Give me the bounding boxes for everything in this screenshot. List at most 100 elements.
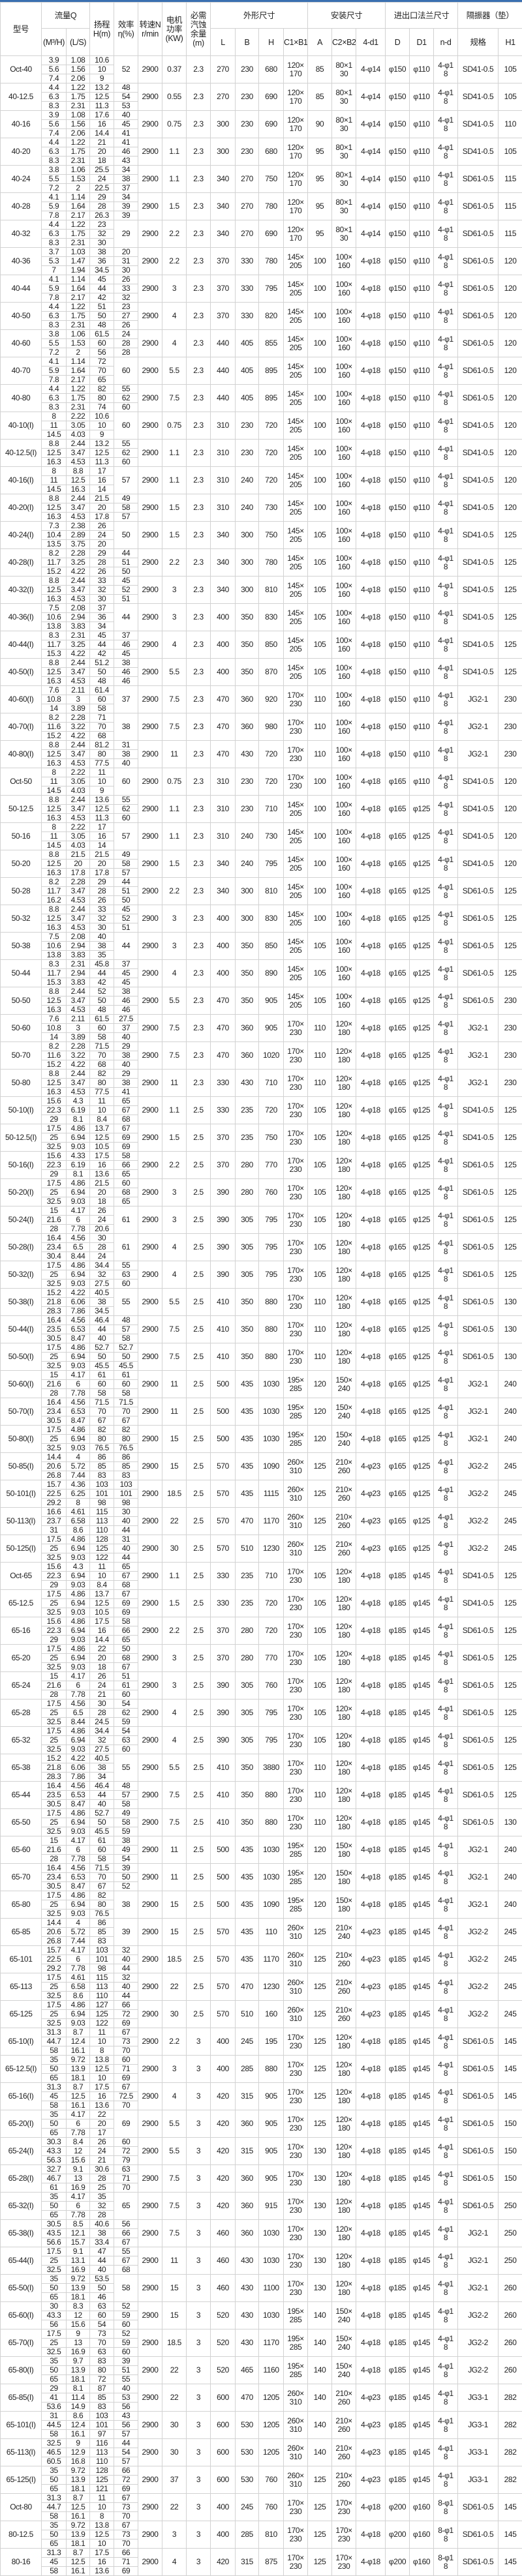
cell-npsh: 2.3 (187, 440, 211, 467)
cell-C2B2: 170×230 (332, 2494, 356, 2521)
cell-flow-ls: 7.78 (67, 2211, 90, 2220)
cell-flow-ls: 6.94 (67, 1654, 90, 1663)
cell-flow-ls: 3.05 (67, 832, 90, 841)
cell-C1B1: 145×205 (284, 357, 308, 385)
cell-head: 11.3 (90, 814, 114, 823)
cell-npsh: 2.3 (187, 577, 211, 604)
cell-L: 340 (211, 577, 236, 604)
cell-C1B1: 170×230 (284, 1343, 308, 1371)
cell-flow-m3h: 16.3 (42, 458, 67, 467)
cell-D1: φ145 (410, 2220, 434, 2247)
cell-power: 30 (162, 2412, 187, 2439)
cell-flow-ls: 6.94 (67, 1736, 90, 1745)
cell-speed: 2900 (138, 1453, 162, 1480)
cell-spec: SD41-0.5 (458, 577, 499, 604)
cell-L: 410 (211, 1343, 236, 1371)
cell-D1: φ125 (410, 1179, 434, 1206)
cell-npsh: 2.3 (187, 412, 211, 440)
cell-B: 350 (236, 604, 259, 631)
cell-flow-ls: 4.61 (67, 1508, 90, 1517)
cell-D1: φ110 (410, 56, 434, 83)
cell-A: 100 (308, 823, 332, 850)
cell-flow-ls: 7.78 (67, 1855, 90, 1864)
cell-flow-ls: 3.75 (67, 540, 90, 549)
cell-npsh: 2.5 (187, 1152, 211, 1179)
cell-d1: 4-φ18 (356, 2247, 386, 2275)
cell-model: 40-44(I) (1, 631, 42, 659)
cell-D: φ165 (386, 1097, 410, 1124)
cell-efficiency: 56 (114, 2403, 138, 2412)
cell-L: 500 (211, 1836, 236, 1864)
cell-B: 350 (236, 1809, 259, 1836)
cell-head: 45.8 (90, 960, 114, 969)
cell-d1: 4-φ18 (356, 659, 386, 686)
cell-C1B1: 120×170 (284, 83, 308, 111)
cell-head: 40 (90, 933, 114, 942)
cell-H: 680 (259, 56, 284, 83)
cell-head: 8.4 (90, 1581, 114, 1590)
cell-flow-m3h: 25 (42, 1818, 67, 1827)
cell-head: 34.4 (90, 1727, 114, 1736)
cell-flow-ls: 9.03 (67, 1745, 90, 1754)
cell-D: φ150 (386, 713, 410, 741)
cell-flow-m3h: 8.8 (42, 1070, 67, 1079)
cell-efficiency: 103 (114, 1480, 138, 1490)
cell-model: 50-12.5(I) (1, 1124, 42, 1152)
cell-flow-m3h: 17.5 (42, 2001, 67, 2010)
cell-D1: φ145 (410, 1563, 434, 1590)
cell-flow-m3h: 12.5 (42, 914, 67, 923)
cell-flow-m3h: 16.3 (42, 814, 67, 823)
cell-H1: 130 (499, 1316, 522, 1343)
cell-D1: φ110 (410, 412, 434, 440)
cell-speed: 2900 (138, 1042, 162, 1070)
cell-H: 780 (259, 193, 284, 220)
header-flow: 流量Q (42, 3, 90, 29)
cell-A: 110 (308, 1782, 332, 1809)
cell-d1: 4-φ23 (356, 1919, 386, 1946)
cell-flow-m3h: 32.5 (42, 1910, 67, 1919)
cell-efficiency: 34 (114, 193, 138, 202)
cell-head: 83 (90, 2357, 114, 2366)
cell-L: 340 (211, 220, 236, 248)
cell-flow-m3h: 50 (42, 2202, 67, 2211)
cell-flow-m3h: 12.5 (42, 449, 67, 458)
cell-flow-m3h: 35 (42, 2521, 67, 2530)
cell-d1: 4-φ18 (356, 905, 386, 933)
cell-B: 280 (236, 1152, 259, 1179)
cell-power: 7.5 (162, 1809, 187, 1836)
cell-flow-ls: 3.22 (67, 723, 90, 732)
cell-flow-ls: 3.89 (67, 1033, 90, 1042)
cell-spec: SD41-0.5 (458, 522, 499, 549)
cell-H: 830 (259, 905, 284, 933)
cell-spec: JG2-1 (458, 713, 499, 741)
cell-power: 1.1 (162, 1563, 187, 1590)
cell-C1B1: 170×230 (284, 2028, 308, 2056)
cell-D1: φ145 (410, 1919, 434, 1946)
cell-flow-ls: 4.22 (67, 1289, 90, 1298)
cell-efficiency: 54 (114, 1700, 138, 1709)
cell-head: 54 (90, 2320, 114, 2329)
cell-B: 305 (236, 1206, 259, 1234)
cell-efficiency: 60 (114, 2320, 138, 2329)
cell-D1: φ145 (410, 2083, 434, 2110)
cell-D: φ185 (386, 1563, 410, 1590)
cell-efficiency: 65 (114, 1563, 138, 1572)
cell-L: 410 (211, 1289, 236, 1316)
cell-power: 15 (162, 1919, 187, 1946)
cell-flow-m3h: 11.7 (42, 558, 67, 567)
cell-flow-ls: 4.53 (67, 896, 90, 905)
cell-H: 1100 (259, 2275, 284, 2302)
cell-flow-ls: 1.94 (67, 266, 90, 275)
cell-d1: 4-φ18 (356, 1590, 386, 1617)
cell-efficiency: 39 (114, 1864, 138, 1873)
cell-npsh: 2.5 (187, 1836, 211, 1864)
cell-C1B1: 170×230 (284, 1070, 308, 1097)
cell-flow-ls: 3.47 (67, 805, 90, 814)
cell-flow-ls: 20 (67, 860, 90, 869)
